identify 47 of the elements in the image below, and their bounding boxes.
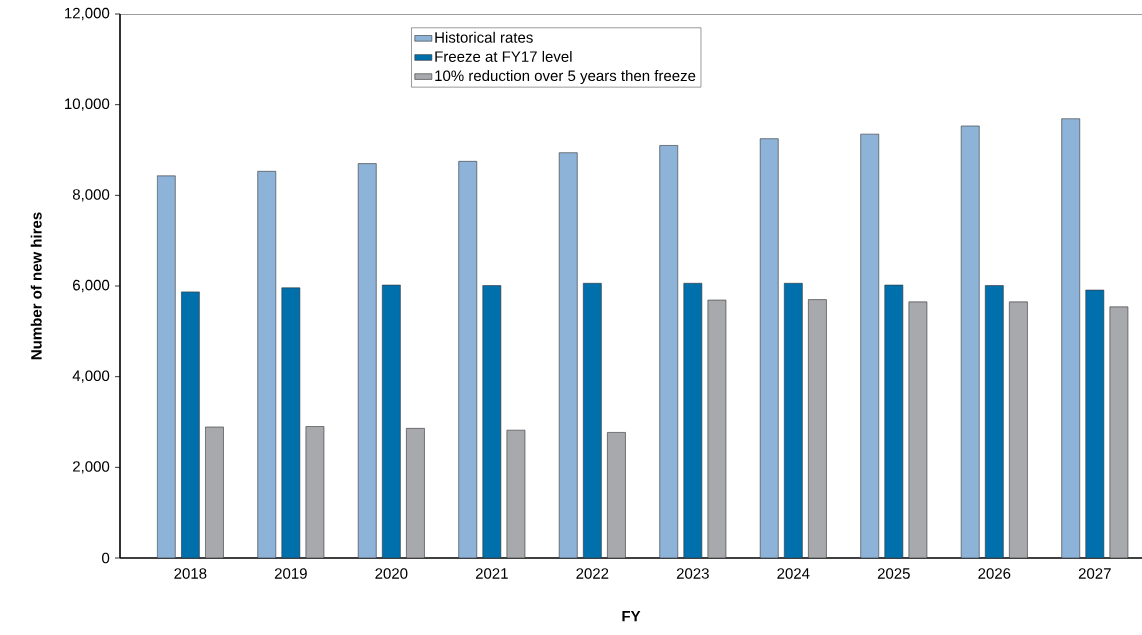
bar [181, 291, 200, 558]
x-tick-label: 2018 [174, 568, 207, 579]
y-tick-label: 2,000 [73, 461, 110, 474]
x-tick-label: 2020 [375, 568, 408, 579]
y-tick-label: 4,000 [72, 370, 110, 383]
bar [860, 133, 880, 558]
bar [607, 432, 626, 558]
bar [884, 284, 904, 558]
bar [558, 152, 578, 558]
bar [1009, 301, 1028, 558]
bar [582, 282, 602, 558]
x-axis-title: FY [622, 611, 641, 622]
legend-label: 10% reduction over 5 years then freeze [435, 70, 696, 85]
bar [156, 175, 176, 558]
x-tick-label: 2024 [777, 568, 810, 579]
x-tick-label: 2026 [978, 568, 1011, 579]
bar [759, 138, 779, 558]
y-tick-label: 8,000 [72, 189, 110, 202]
bar [960, 125, 980, 558]
legend-label: Historical rates [435, 31, 533, 43]
y-tick-label: 6,000 [73, 279, 110, 293]
y-tick-label: 12,000 [65, 7, 110, 21]
bar [257, 171, 277, 558]
x-tick-label: 2021 [475, 568, 508, 579]
x-tick-label: 2025 [877, 568, 910, 579]
x-tick-label: 2027 [1078, 568, 1111, 579]
bar [406, 428, 425, 558]
x-tick-label: 2019 [274, 568, 307, 579]
bar [458, 161, 478, 558]
y-axis-title: Number of new hires [30, 212, 42, 360]
bar [783, 282, 803, 558]
bar [1085, 289, 1105, 558]
bar [482, 285, 502, 558]
bar [205, 426, 224, 558]
bar [659, 145, 679, 558]
bar [808, 299, 827, 558]
bar [984, 285, 1004, 558]
x-tick-label: 2023 [676, 568, 709, 579]
y-tick-label: 10,000 [65, 98, 110, 111]
bar [381, 284, 401, 558]
bar [357, 163, 377, 558]
x-tick-label: 2022 [576, 568, 609, 579]
y-tick-label: 0 [102, 552, 110, 564]
legend-label: Freeze at FY17 level [435, 50, 572, 62]
bar [281, 287, 301, 558]
bar [1061, 118, 1081, 558]
bar [683, 282, 703, 558]
